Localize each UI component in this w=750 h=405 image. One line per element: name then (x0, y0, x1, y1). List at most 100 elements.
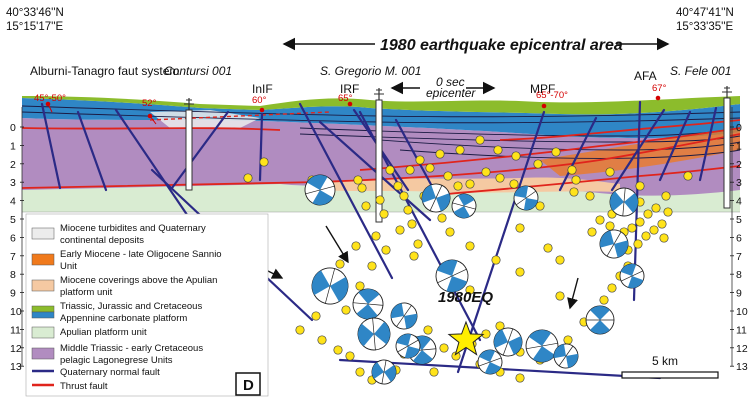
aftershock-dot (333, 345, 343, 355)
focal-mechanisms (304, 174, 645, 385)
aftershock-dot (661, 191, 671, 201)
depth-tick-left: 10 (10, 306, 22, 318)
dip-markers: 45°-50° 52° 60° 65° 65°-70° 67° (34, 83, 667, 125)
scale-label: 5 km (652, 354, 678, 368)
aftershock-dot (515, 373, 525, 383)
aftershock-dot (509, 179, 519, 189)
aftershock-dot (633, 239, 643, 249)
legend-text: Triassic, Jurassic and Cretaceous (60, 301, 202, 312)
aftershock-dot (437, 213, 447, 223)
aftershock-dot (475, 135, 485, 145)
aftershock-dot (641, 231, 651, 241)
legend-text: Appennine carbonate platform (60, 313, 187, 324)
depth-tick-right: 13 (736, 361, 748, 373)
depth-tick-right: 4 (736, 196, 742, 208)
aftershock-dot (543, 243, 553, 253)
aftershock-dot (355, 367, 365, 377)
aftershock-dot (535, 201, 545, 211)
depth-tick-right: 3 (736, 177, 742, 189)
aftershock-dot (407, 219, 417, 229)
aftershock-dot (657, 219, 667, 229)
aftershock-dot (643, 209, 653, 219)
beach-ball (352, 288, 384, 320)
beach-ball (357, 317, 391, 351)
aftershock-dot (371, 231, 381, 241)
beach-ball (304, 174, 336, 206)
aftershock-dot (395, 225, 405, 235)
depth-tick-left: 0 (10, 122, 16, 134)
panel-label: D (243, 377, 254, 394)
legend-text: Early Miocene - late Oligocene Sannio (60, 249, 222, 260)
aftershock-dot (423, 325, 433, 335)
depth-tick-right: 5 (736, 214, 742, 226)
depth-tick-right: 2 (736, 159, 742, 171)
fault-system-label: Alburni-Tanagro faut system (30, 64, 179, 78)
aftershock-dot (555, 255, 565, 265)
depth-tick-left: 12 (10, 343, 22, 355)
aftershock-dot (361, 201, 371, 211)
aftershock-dot (493, 145, 503, 155)
legend-text: Unit (60, 261, 77, 272)
dip-label-3: 60° (252, 95, 267, 106)
sannio-unit-lens (540, 128, 740, 176)
aftershock-dot (481, 167, 491, 177)
aftershock-dot (515, 267, 525, 277)
aftershock-dot (491, 255, 501, 265)
aftershock-dot (409, 251, 419, 261)
aftershock-dot (295, 325, 305, 335)
legend-text: Thrust fault (60, 381, 108, 392)
depth-tick-right: 9 (736, 288, 742, 300)
aftershock-dot (495, 173, 505, 183)
legend-text: pelagic Lagonegrese Units (60, 355, 173, 366)
aftershock-dot (317, 335, 327, 345)
aftershock-dot (605, 221, 615, 231)
legend: Miocene turbidites and Quaternarycontine… (25, 213, 269, 397)
right-latitude: 40°47'41''N (676, 7, 734, 19)
aftershock-dot (627, 223, 637, 233)
aftershock-dot (429, 367, 439, 377)
miocene-turbidites-patch (150, 110, 260, 128)
aftershock-dot (385, 165, 395, 175)
depth-tick-left: 6 (10, 232, 16, 244)
beach-ball (435, 259, 469, 293)
slip-arrow-central (325, 225, 349, 264)
mainshock-star (447, 320, 485, 356)
depth-tick-left: 1 (10, 140, 16, 152)
aftershock-dot (635, 181, 645, 191)
aftershock-dot (511, 151, 521, 161)
depth-tick-left: 2 (10, 159, 16, 171)
mainshock-label: 1980EQ (438, 289, 493, 306)
left-latitude: 40°33'46''N (6, 7, 64, 19)
aftershock-dot (443, 171, 453, 181)
fault-label-irf: IRF (340, 82, 359, 96)
depth-tick-left: 11 (10, 324, 21, 336)
aftershock-dot (355, 281, 365, 291)
aftershock-dot (569, 187, 579, 197)
aftershock-dot (259, 157, 269, 167)
aftershock-dot (599, 295, 609, 305)
aftershock-dot (605, 167, 615, 177)
legend-swatch (31, 279, 55, 292)
aftershock-dot (403, 205, 413, 215)
aftershock-dot (533, 159, 543, 169)
aftershock-dot (341, 305, 351, 315)
depth-tick-left: 4 (10, 196, 16, 208)
epicentral-area-title: 1980 earthquake epicentral area (380, 37, 623, 54)
aftershock-dot (435, 149, 445, 159)
beach-ball (513, 185, 539, 211)
well-label-contursi: Contursi 001 (164, 64, 232, 78)
legend-entry: Early Miocene - late Oligocene SannioUni… (31, 249, 222, 272)
aftershock-dot (445, 227, 455, 237)
well-s-fele (722, 86, 732, 209)
aftershock-dot (571, 175, 581, 185)
aftershock-dot (651, 203, 661, 213)
depth-tick-left: 5 (10, 214, 16, 226)
panel-label-box (235, 372, 261, 396)
aftershock-dot (567, 165, 577, 175)
depth-tick-left: 3 (10, 177, 16, 189)
beach-ball (421, 183, 451, 213)
aftershock-dot (465, 241, 475, 251)
aftershock-dot (659, 233, 669, 243)
beach-ball (599, 229, 629, 259)
